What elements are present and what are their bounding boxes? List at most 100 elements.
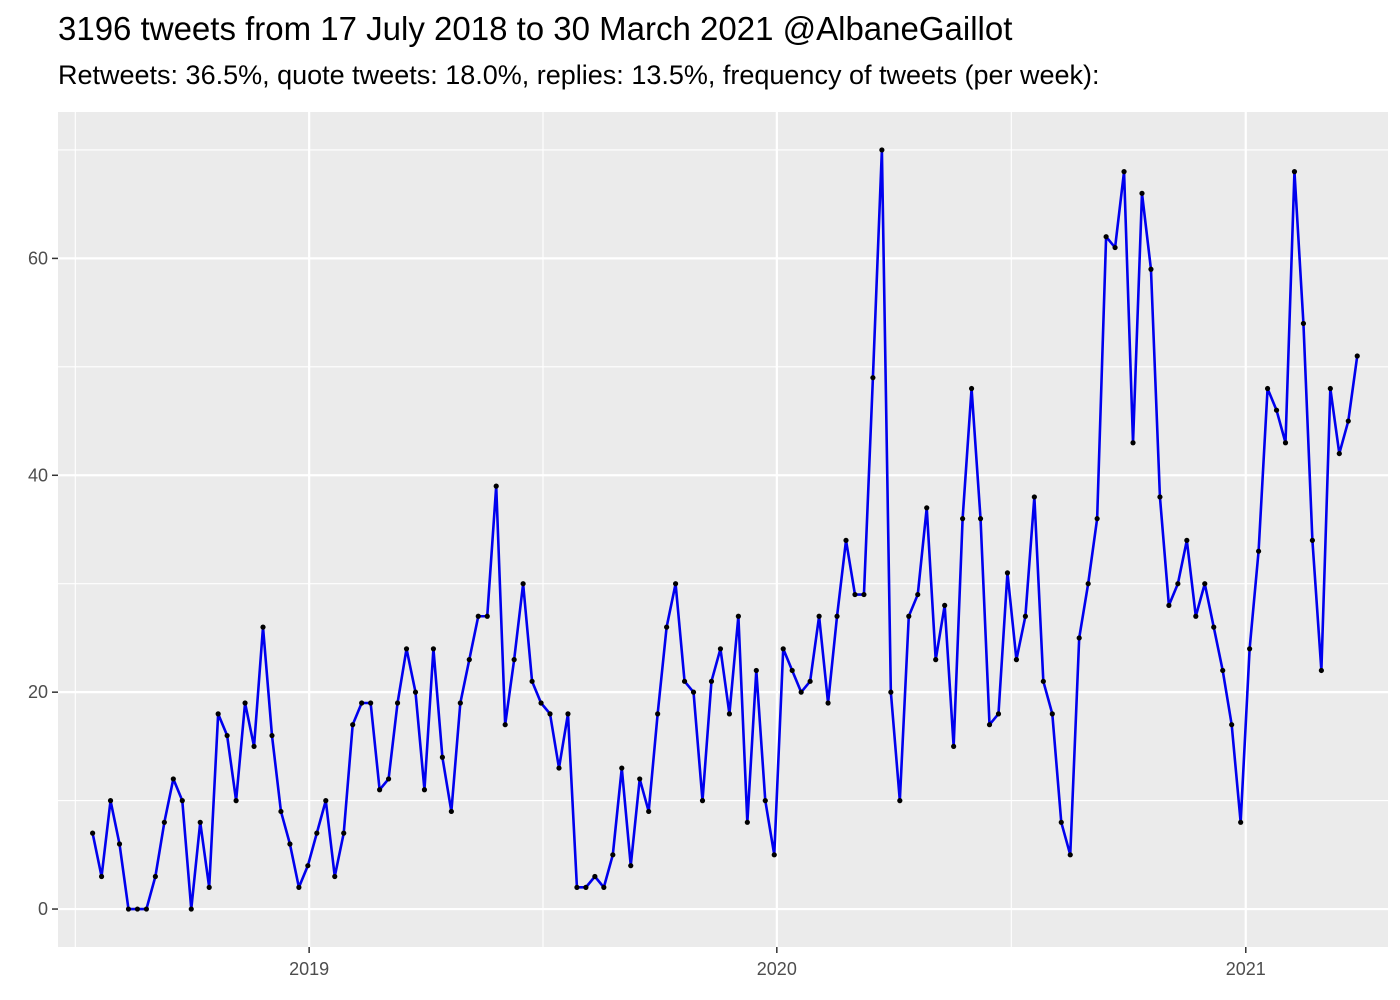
data-point <box>664 624 670 630</box>
data-point <box>995 711 1002 717</box>
data-point <box>1112 244 1118 251</box>
data-point <box>942 602 948 609</box>
data-point <box>197 819 203 825</box>
data-point <box>1211 624 1217 630</box>
data-point <box>879 147 885 153</box>
points-layer <box>90 147 1360 912</box>
data-point <box>421 787 428 793</box>
data-point <box>735 613 741 619</box>
data-point <box>708 678 715 684</box>
data-point <box>457 700 463 706</box>
series-line <box>91 148 1359 911</box>
data-point <box>1336 450 1342 457</box>
y-tick-label: 0 <box>38 899 48 919</box>
data-point <box>314 830 320 836</box>
data-point <box>1103 234 1109 240</box>
data-point <box>1031 494 1037 500</box>
data-point <box>834 613 840 619</box>
data-point <box>565 711 571 717</box>
y-tick-label: 40 <box>28 465 48 485</box>
data-point <box>1193 613 1199 619</box>
data-point <box>143 906 150 912</box>
data-point <box>861 591 867 598</box>
data-point <box>170 776 176 782</box>
data-point <box>798 689 804 695</box>
data-point <box>690 689 697 695</box>
data-point <box>377 787 383 793</box>
data-point <box>601 884 607 890</box>
data-point <box>1085 581 1091 587</box>
data-point <box>1300 320 1307 327</box>
series-layer <box>91 148 1359 911</box>
data-point <box>98 873 105 880</box>
data-point <box>287 841 293 847</box>
x-tick-label: 2021 <box>1226 959 1266 979</box>
data-point <box>1345 418 1351 424</box>
data-point <box>1022 613 1028 619</box>
data-point <box>556 765 562 771</box>
data-point <box>179 798 185 804</box>
data-point <box>466 657 472 663</box>
data-point <box>655 711 661 717</box>
data-point <box>1121 169 1127 175</box>
data-point <box>780 646 786 652</box>
data-point <box>825 700 831 706</box>
data-point <box>341 830 347 836</box>
major-gridlines <box>58 112 1388 947</box>
chart-subtitle: Retweets: 36.5%, quote tweets: 18.0%, re… <box>58 60 1100 90</box>
data-point <box>1094 516 1100 522</box>
data-point <box>359 700 365 706</box>
data-point <box>547 711 553 717</box>
data-point <box>1040 678 1046 684</box>
data-point <box>332 873 338 880</box>
data-point <box>134 906 141 912</box>
data-point <box>1282 440 1289 446</box>
data-point <box>807 678 813 684</box>
data-point <box>90 830 96 836</box>
data-point <box>915 591 921 598</box>
data-point <box>161 819 167 825</box>
data-point <box>717 646 724 652</box>
data-point <box>529 678 535 684</box>
data-point <box>843 537 849 543</box>
data-point <box>1264 385 1271 392</box>
data-point <box>350 722 356 728</box>
data-point <box>699 798 706 804</box>
data-point <box>753 667 759 674</box>
data-point <box>152 873 158 880</box>
data-point <box>224 732 230 739</box>
data-point <box>1184 537 1190 543</box>
data-point <box>870 375 876 381</box>
data-point <box>933 657 939 663</box>
data-point <box>888 689 894 695</box>
data-point <box>1157 494 1163 500</box>
data-point <box>1327 385 1333 392</box>
data-point <box>1354 353 1360 359</box>
data-point <box>305 863 311 869</box>
data-point <box>1004 570 1011 576</box>
data-point <box>206 884 212 890</box>
data-point <box>278 808 284 815</box>
data-point <box>789 667 795 674</box>
data-point <box>125 906 132 912</box>
data-point <box>233 798 239 804</box>
data-point <box>897 798 903 804</box>
data-point <box>637 776 643 782</box>
data-point <box>771 852 777 858</box>
data-point <box>744 819 750 825</box>
data-point <box>852 591 858 598</box>
chart-title: 3196 tweets from 17 July 2018 to 30 Marc… <box>58 10 1013 47</box>
data-point <box>269 732 275 739</box>
data-point <box>538 700 544 706</box>
data-point <box>502 722 508 728</box>
data-point <box>412 689 419 695</box>
data-point <box>107 798 114 804</box>
data-point <box>1058 819 1064 825</box>
data-point <box>1273 407 1280 413</box>
data-point <box>1139 190 1145 196</box>
data-point <box>726 711 733 717</box>
data-point <box>1291 169 1298 175</box>
data-point <box>520 581 526 587</box>
x-tick-label: 2019 <box>289 959 329 979</box>
